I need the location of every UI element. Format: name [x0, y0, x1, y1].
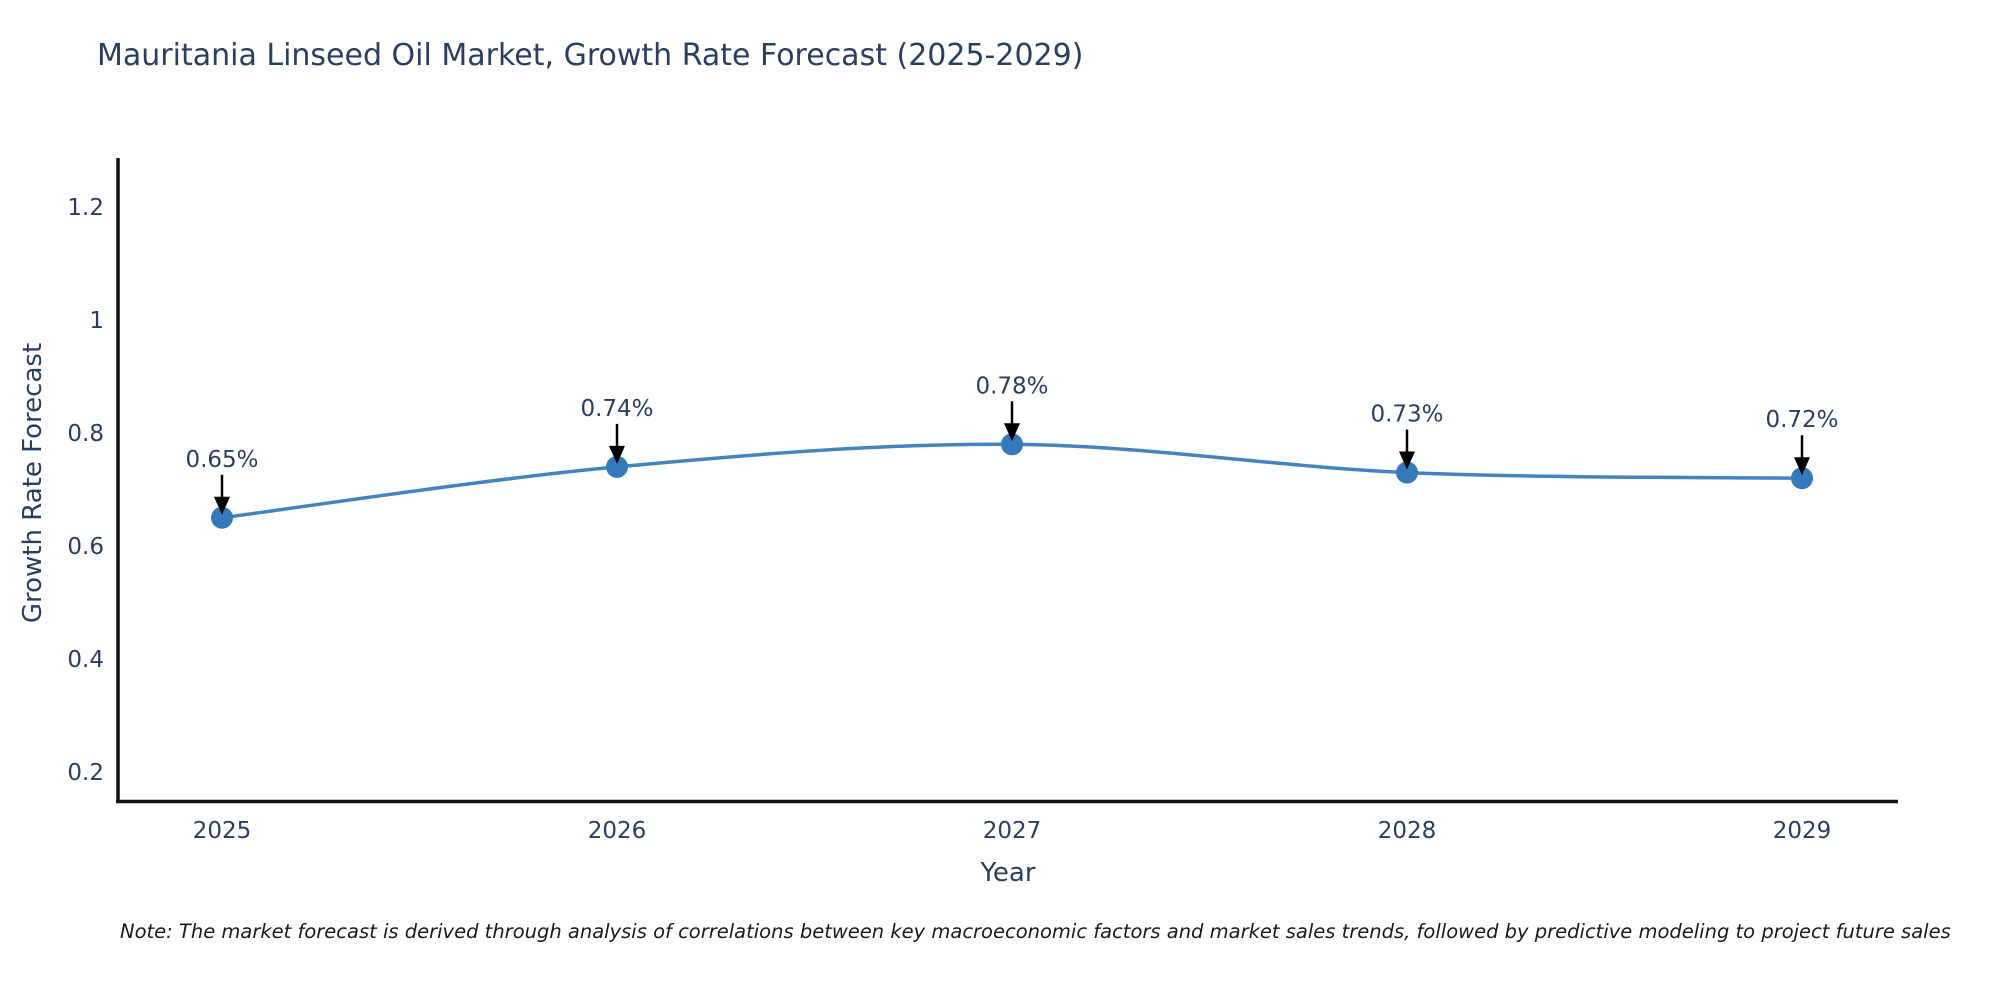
point-annotation-label: 0.78%	[975, 373, 1048, 399]
y-tick-label: 0.4	[67, 647, 104, 673]
x-tick-label: 2027	[983, 818, 1042, 844]
data-point-marker	[1001, 433, 1023, 456]
y-tick-label: 1.2	[67, 195, 104, 221]
data-point-marker	[211, 506, 233, 529]
annotation-arrowhead	[1004, 423, 1020, 442]
annotation-arrowhead	[1399, 451, 1415, 470]
x-axis-title: Year	[980, 858, 1036, 888]
chart-title: Mauritania Linseed Oil Market, Growth Ra…	[97, 38, 1084, 73]
x-tick-label: 2026	[588, 818, 647, 844]
footnote: Note: The market forecast is derived thr…	[120, 920, 1951, 943]
point-annotation-label: 0.65%	[185, 447, 258, 473]
data-point-marker	[1791, 467, 1813, 490]
data-point-marker	[1396, 461, 1418, 484]
y-tick-label: 0.8	[67, 421, 104, 447]
y-tick-label: 0.2	[67, 760, 104, 786]
y-tick-label: 1	[89, 308, 104, 334]
annotation-arrowhead	[214, 496, 230, 515]
point-annotation-label: 0.72%	[1765, 407, 1838, 433]
point-annotation-label: 0.73%	[1370, 402, 1443, 428]
annotation-arrowhead	[1794, 457, 1810, 476]
data-point-marker	[606, 455, 628, 478]
x-tick-label: 2025	[193, 818, 252, 844]
y-tick-label: 0.6	[67, 534, 104, 560]
annotation-arrowhead	[609, 445, 625, 464]
point-annotation-label: 0.74%	[580, 396, 653, 422]
x-tick-label: 2029	[1773, 818, 1832, 844]
x-tick-label: 2028	[1378, 818, 1437, 844]
